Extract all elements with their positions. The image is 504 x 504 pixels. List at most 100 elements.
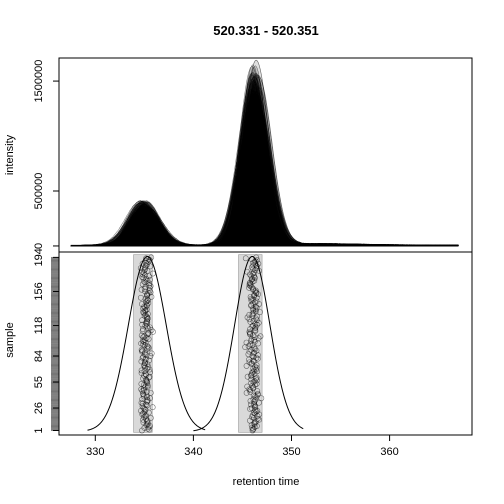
sample-y-tick-label: 84	[33, 350, 45, 362]
peak-point	[145, 344, 152, 350]
intensity-y-tick-label: 0	[33, 243, 45, 249]
peak-point	[138, 380, 145, 387]
intensity-core	[70, 112, 459, 246]
peak-point	[141, 312, 148, 319]
peak-point	[251, 419, 258, 426]
intensity-y-tick-label: 500000	[33, 173, 45, 210]
peak-point	[257, 333, 264, 340]
peak-point	[254, 388, 261, 394]
sample-y-tick-label: 156	[33, 282, 45, 300]
peak-point	[247, 293, 254, 300]
peak-point	[242, 255, 249, 262]
intensity-traces	[70, 59, 459, 247]
peak-point	[247, 406, 253, 412]
x-tick-label: 350	[282, 446, 300, 458]
peak-point	[254, 321, 260, 328]
peak-point	[144, 261, 151, 268]
sample-y-tick-label: 194	[33, 248, 45, 266]
peak-point	[248, 380, 255, 386]
peak-point	[247, 319, 254, 325]
sample-y-tick-label: 26	[33, 402, 45, 414]
peak-point	[253, 364, 260, 371]
peak-point	[139, 321, 146, 328]
peak-point	[143, 389, 150, 395]
peak-point	[139, 403, 146, 410]
peak-point	[247, 329, 254, 336]
intensity-y-axis: 0 500000 1500000	[33, 60, 59, 249]
peak-point	[246, 284, 252, 291]
peak-point	[246, 316, 253, 323]
peak-point	[247, 341, 254, 348]
intensity-trace	[215, 59, 295, 247]
x-tick-label: 330	[86, 446, 104, 458]
peak-point	[143, 258, 150, 264]
peak-point	[248, 284, 255, 290]
peak-point	[144, 421, 151, 428]
peak-point	[144, 382, 151, 389]
peak-point	[249, 353, 256, 359]
peak-point	[149, 404, 156, 411]
peak-point	[246, 280, 253, 287]
peak-point	[150, 328, 156, 335]
peak-point	[146, 357, 152, 364]
peak-point	[252, 258, 259, 264]
peak-points	[137, 254, 265, 434]
peak-point	[141, 333, 148, 340]
chart-title: 520.331 - 520.351	[213, 23, 319, 38]
x-tick-label: 340	[184, 446, 202, 458]
peak-point	[143, 418, 150, 425]
peak-point	[146, 426, 153, 433]
peak-point	[138, 286, 145, 293]
peak-point	[147, 415, 154, 421]
peak-point	[139, 354, 146, 361]
peak-point	[148, 350, 155, 357]
peak-point	[147, 283, 154, 289]
peak-point	[145, 273, 152, 280]
peak-point	[141, 363, 148, 369]
peak-point	[144, 343, 151, 350]
density-curve	[193, 255, 304, 432]
peak-point	[254, 313, 261, 320]
sample-y-tick-label: 118	[33, 317, 45, 335]
peak-point	[138, 348, 145, 355]
peak-point	[246, 328, 253, 335]
sample-y-tick-label: 1	[33, 427, 45, 433]
peak-point	[144, 277, 151, 284]
peak-point	[250, 322, 257, 329]
peak-point	[250, 269, 257, 276]
peak-point	[147, 369, 154, 376]
peak-point	[244, 373, 251, 380]
peak-point	[245, 343, 252, 350]
x-axis-label: retention time	[233, 476, 300, 488]
peak-point	[141, 359, 148, 366]
peak-point	[242, 344, 249, 350]
peak-point	[146, 284, 153, 291]
x-axis: 330 340 350 360	[86, 435, 399, 458]
peak-point	[254, 415, 261, 422]
peak-point	[140, 385, 147, 392]
peak-point	[255, 335, 262, 342]
peak-point	[251, 421, 258, 428]
x-tick-label: 360	[380, 446, 398, 458]
peak-point	[251, 334, 258, 341]
peak-point	[248, 302, 255, 308]
density-curves	[87, 255, 304, 432]
peak-point	[147, 389, 154, 396]
peak-point	[145, 345, 152, 351]
density-curve	[87, 255, 206, 431]
peak-point	[138, 370, 145, 377]
sample-y-axis-label: sample	[4, 322, 16, 357]
peak-point	[250, 262, 257, 269]
peak-point	[141, 267, 148, 273]
peak-point	[148, 327, 155, 333]
peak-point	[250, 365, 257, 372]
peak-point	[243, 363, 250, 369]
peak-point	[248, 336, 255, 342]
peak-point	[246, 359, 253, 366]
sample-rug	[51, 256, 59, 431]
intensity-y-tick-label: 1500000	[33, 60, 45, 103]
peak-point	[140, 338, 147, 345]
peak-point	[144, 331, 151, 338]
sample-panel-frame	[58, 251, 473, 436]
